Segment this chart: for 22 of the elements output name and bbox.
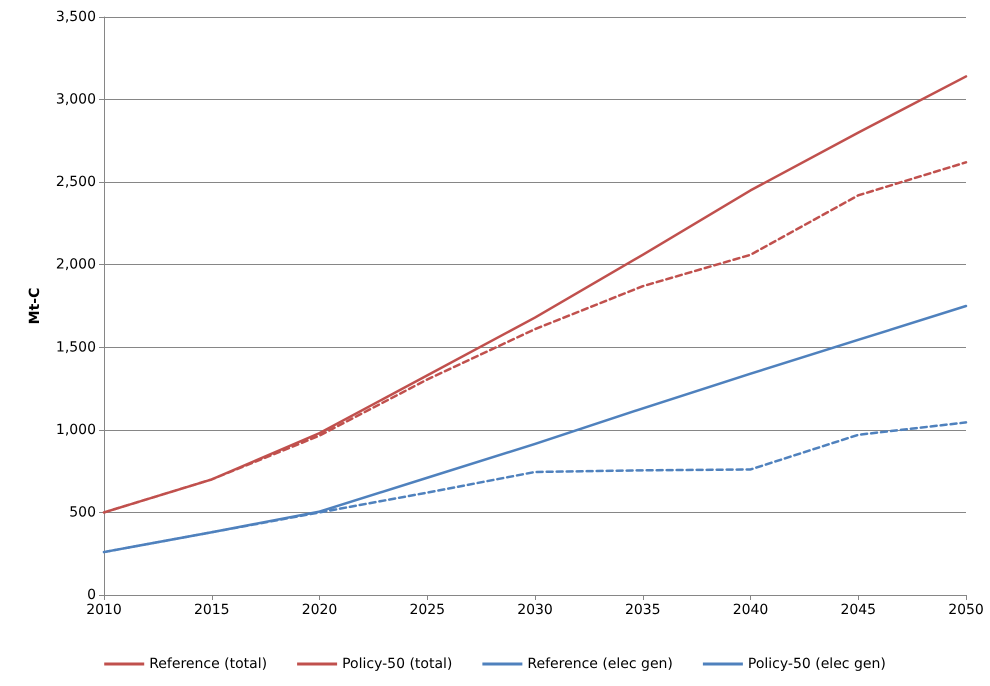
x-tick-label: 2020 [302,602,338,618]
y-tick-label: 3,000 [56,92,96,108]
legend-label: Policy-50 (total) [342,656,452,672]
x-tick-label: 2040 [732,602,768,618]
y-tick-label: 2,000 [56,256,96,273]
x-tick-label: 2035 [624,602,661,618]
x-tick-label: 2025 [409,602,446,618]
y-tick-label: 1,500 [56,339,96,356]
x-tick-label: 2045 [840,602,876,618]
y-tick-label: 1,000 [56,422,96,438]
legend-label: Reference (total) [149,656,268,672]
y-tick-label: 2,500 [56,174,96,190]
legend-label: Policy-50 (elec gen) [748,656,886,672]
x-tick-label: 2050 [948,602,984,618]
y-tick-label: 500 [69,504,96,520]
x-tick-label: 2030 [517,602,553,618]
x-tick-label: 2010 [86,602,122,618]
y-tick-label: 0 [87,587,96,603]
y-axis-title: Mt-C [27,288,43,324]
y-tick-label: 3,500 [56,9,96,25]
legend-label: Reference (elec gen) [527,656,673,672]
x-tick-label: 2015 [194,602,230,618]
